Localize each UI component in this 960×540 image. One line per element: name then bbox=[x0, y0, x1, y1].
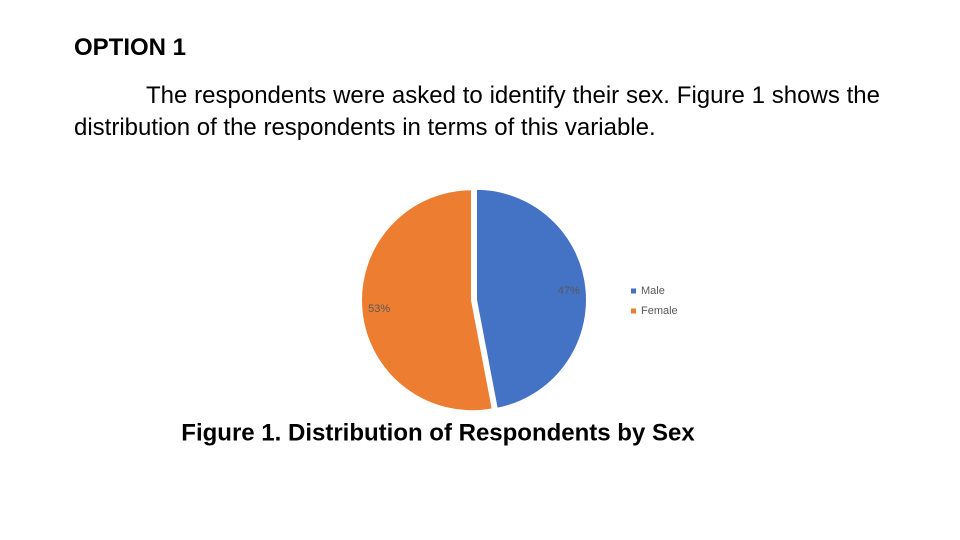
legend-label: Female bbox=[641, 305, 678, 317]
pie-slice bbox=[360, 188, 494, 413]
pie-slice bbox=[474, 187, 588, 411]
data-label: 53% bbox=[368, 303, 390, 315]
legend-label: Male bbox=[641, 285, 665, 297]
data-label: 47% bbox=[558, 285, 580, 297]
heading: OPTION 1 bbox=[74, 34, 187, 61]
paragraph: The respondents were asked to identify t… bbox=[74, 82, 880, 141]
chart-title: Figure 1. Distribution of Respondents by… bbox=[181, 419, 695, 446]
legend-marker bbox=[631, 288, 636, 294]
legend-marker bbox=[631, 308, 636, 314]
